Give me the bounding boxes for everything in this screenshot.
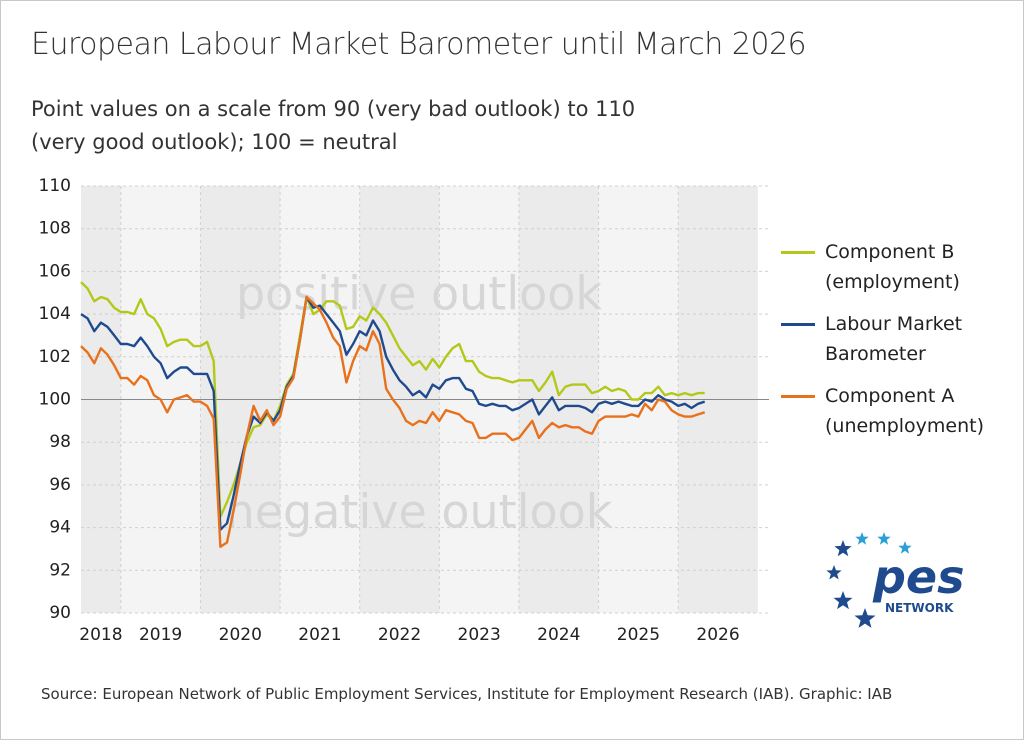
y-tick-label: 94: [49, 518, 71, 538]
x-tick-label: 2025: [617, 625, 660, 645]
y-tick-label: 106: [39, 261, 71, 281]
logo-star: [855, 532, 869, 545]
logo-star: [854, 608, 876, 628]
y-tick-label: 108: [39, 219, 71, 239]
logo-star: [833, 591, 853, 610]
annotation: positive outlook: [236, 267, 602, 321]
x-tick-label: 2024: [537, 625, 580, 645]
legend-item: Component A (unemployment): [781, 381, 1021, 441]
legend-swatch: [781, 323, 815, 326]
series-line: [80, 295, 706, 531]
y-tick-label: 102: [39, 347, 71, 367]
logo-text: pes: [872, 550, 965, 604]
legend-item: Component B (employment): [781, 237, 1021, 297]
legend-item: Labour Market Barometer: [781, 309, 1021, 369]
annotation: negative outlook: [226, 484, 613, 538]
legend: Component B (employment) Labour Market Ba…: [781, 237, 1021, 453]
x-tick-label: 2018: [79, 625, 122, 645]
y-tick-label: 90: [49, 603, 71, 623]
chart-subtitle: Point values on a scale from 90 (very ba…: [31, 97, 636, 154]
series-line: [80, 295, 706, 548]
x-tick-label: 2023: [458, 625, 501, 645]
source-note: Source: European Network of Public Emplo…: [41, 685, 893, 703]
legend-label: Component A (unemployment): [825, 385, 985, 437]
logo-star: [834, 540, 852, 557]
x-tick-label: 2021: [298, 625, 341, 645]
logo-star: [826, 565, 842, 580]
y-tick-label: 100: [39, 390, 71, 410]
logo-subtext: NETWORK: [885, 601, 954, 615]
y-tick-label: 92: [49, 560, 71, 580]
legend-swatch: [781, 251, 815, 254]
y-tick-label: 110: [39, 176, 71, 196]
legend-swatch: [781, 395, 815, 398]
x-tick-label: 2019: [139, 625, 182, 645]
logo-star: [877, 532, 891, 545]
series-line: [80, 281, 705, 519]
chart-title: European Labour Market Barometer until M…: [31, 27, 807, 62]
y-tick-label: 96: [49, 475, 71, 495]
legend-label: Component B (employment): [825, 241, 960, 293]
logo-star: [898, 541, 912, 554]
x-tick-label: 2026: [696, 625, 739, 645]
legend-label: Labour Market Barometer: [825, 313, 963, 365]
y-tick-label: 98: [49, 432, 71, 452]
x-tick-label: 2022: [378, 625, 421, 645]
x-tick-label: 2020: [219, 625, 262, 645]
y-tick-label: 104: [39, 304, 71, 324]
